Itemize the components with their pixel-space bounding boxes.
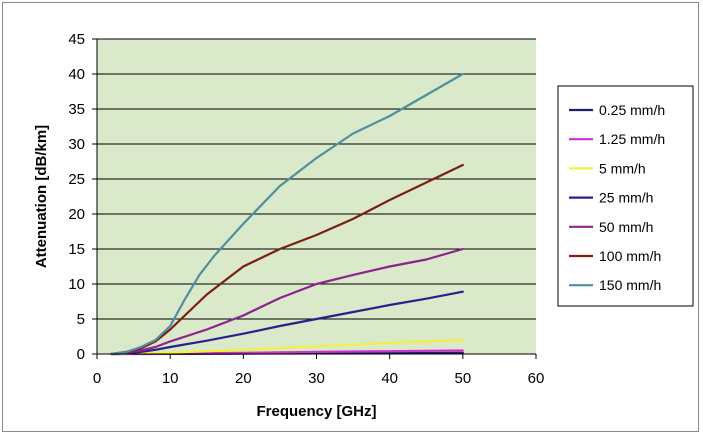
series-line-5: [110, 163, 464, 356]
legend-box: [557, 85, 694, 307]
y-tick-label: 0: [77, 346, 85, 363]
x-tick-label: 40: [381, 370, 398, 387]
x-tick-label: 50: [454, 370, 471, 387]
y-tick-labels: 0 5 10 15 20 25 30 35 40 45: [68, 31, 85, 363]
y-axis-title: Attenuation [dB/km]: [33, 125, 50, 268]
y-tick-label: 40: [68, 66, 85, 83]
legend-label: 0.25 mm/h: [599, 102, 665, 118]
legend-label: 150 mm/h: [599, 277, 661, 293]
series-line-3: [110, 290, 464, 356]
axes: [92, 38, 537, 359]
x-tick-labels: 0 10 20 30 40 50 60: [93, 370, 545, 387]
legend-label: 1.25 mm/h: [599, 131, 665, 147]
x-tick-label: 60: [528, 370, 545, 387]
x-tick-label: 0: [93, 370, 101, 387]
legend: 0.25 mm/h 1.25 mm/h 5 mm/h 25 mm/h 50 mm/h 10…: [557, 85, 694, 307]
y-tick-label: 15: [68, 241, 85, 258]
x-axis-title: Frequency [GHz]: [256, 403, 376, 420]
y-tick-label: 35: [68, 101, 85, 118]
y-tick-label: 5: [77, 311, 85, 328]
x-tick-label: 20: [235, 370, 252, 387]
y-tick-label: 30: [68, 136, 85, 153]
attenuation-chart: 0 5 10 15 20 25 30 35 40 45 0 10 20 30 40 50 60 Frequen…: [33, 31, 694, 420]
plot-area: [97, 39, 536, 354]
series-line-6: [110, 72, 464, 356]
series-line-4: [110, 247, 464, 356]
x-tick-label: 30: [308, 370, 325, 387]
legend-label: 5 mm/h: [599, 160, 646, 176]
legend-label: 25 mm/h: [599, 190, 653, 206]
y-tick-label: 25: [68, 171, 85, 188]
y-tick-label: 20: [68, 206, 85, 223]
gridlines: [97, 38, 536, 320]
series-line-2: [110, 338, 464, 356]
y-tick-label: 45: [68, 31, 85, 48]
y-tick-label: 10: [68, 276, 85, 293]
chart-frame: 0 5 10 15 20 25 30 35 40 45 0 10 20 30 40 50 60 Frequen…: [2, 2, 699, 432]
x-tick-label: 10: [162, 370, 179, 387]
legend-label: 50 mm/h: [599, 219, 653, 235]
legend-label: 100 mm/h: [599, 248, 661, 264]
